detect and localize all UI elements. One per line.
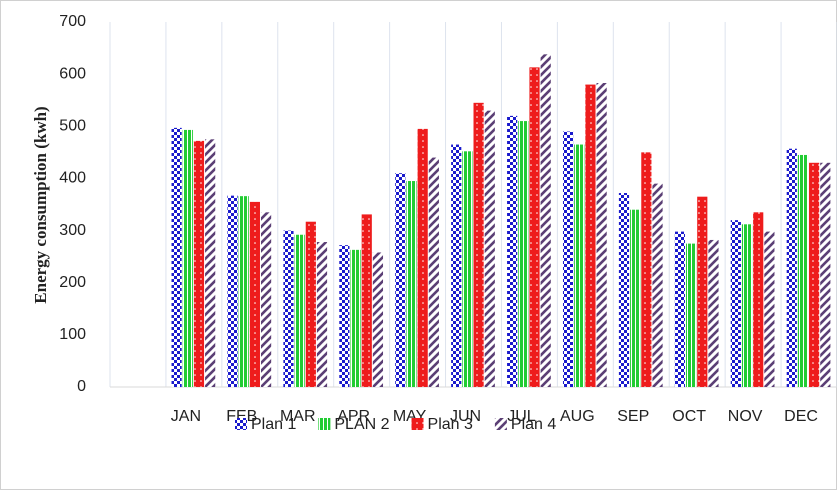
bar bbox=[193, 140, 205, 387]
bar bbox=[786, 148, 797, 387]
bar bbox=[260, 212, 272, 387]
legend-label: Plan 1 bbox=[251, 416, 296, 433]
bar bbox=[417, 128, 428, 387]
bar bbox=[339, 245, 350, 387]
legend-swatch bbox=[235, 418, 247, 430]
bar bbox=[562, 131, 574, 387]
bar bbox=[406, 181, 417, 387]
bar bbox=[249, 201, 260, 387]
bar bbox=[283, 230, 294, 387]
x-tick-label: OCT bbox=[672, 408, 706, 425]
bar bbox=[372, 252, 384, 387]
x-tick-label: JUN bbox=[450, 408, 481, 425]
bar bbox=[630, 209, 641, 387]
bar bbox=[585, 84, 596, 388]
bar bbox=[473, 102, 484, 388]
legend-label: Plan 3 bbox=[428, 416, 473, 433]
bar bbox=[641, 152, 652, 387]
y-tick-label: 300 bbox=[59, 222, 86, 239]
x-tick-label: NOV bbox=[728, 408, 763, 425]
bar bbox=[171, 127, 182, 387]
bar bbox=[674, 231, 686, 387]
bar bbox=[753, 212, 764, 387]
bar bbox=[809, 162, 820, 387]
bar bbox=[797, 154, 809, 387]
bar bbox=[361, 214, 372, 387]
bar bbox=[596, 83, 607, 387]
y-tick-label: 0 bbox=[77, 378, 86, 395]
x-tick-label: FEB bbox=[226, 408, 257, 425]
bar bbox=[574, 144, 585, 387]
bar bbox=[764, 231, 775, 387]
x-tick-label: APR bbox=[337, 408, 370, 425]
y-tick-label: 700 bbox=[59, 13, 86, 30]
bar bbox=[518, 121, 529, 388]
bar bbox=[294, 234, 305, 387]
legend-swatch bbox=[318, 418, 331, 430]
legend-label: PLAN 2 bbox=[334, 416, 389, 433]
bar bbox=[820, 162, 831, 387]
x-tick-label: DEC bbox=[784, 408, 818, 425]
y-tick-label: 200 bbox=[59, 274, 86, 291]
bar bbox=[730, 220, 741, 387]
bar bbox=[686, 243, 697, 387]
bar bbox=[428, 157, 439, 387]
legend-swatch bbox=[494, 418, 507, 430]
bar bbox=[529, 67, 540, 387]
y-tick-label: 600 bbox=[59, 65, 86, 82]
x-tick-label: SEP bbox=[617, 408, 649, 425]
bar bbox=[182, 129, 193, 387]
bar bbox=[305, 221, 316, 387]
bar bbox=[316, 242, 328, 387]
bar bbox=[697, 196, 708, 387]
y-tick-label: 400 bbox=[59, 170, 86, 187]
bar bbox=[350, 249, 361, 387]
bar bbox=[652, 183, 663, 387]
x-tick-label: MAR bbox=[280, 408, 316, 425]
bar bbox=[238, 196, 249, 387]
bar bbox=[708, 239, 719, 387]
legend-swatch bbox=[411, 418, 424, 430]
bar bbox=[205, 139, 216, 387]
bar bbox=[395, 173, 406, 387]
bar bbox=[462, 151, 473, 387]
bar bbox=[484, 110, 495, 388]
y-tick-label: 100 bbox=[59, 326, 86, 343]
y-tick-label: 500 bbox=[59, 118, 86, 135]
x-tick-label: JAN bbox=[171, 408, 201, 425]
bar bbox=[741, 224, 753, 387]
bar bbox=[451, 144, 462, 387]
bar bbox=[507, 115, 518, 387]
bar bbox=[618, 193, 630, 387]
x-tick-label: JUL bbox=[507, 408, 536, 425]
y-axis-label: Energy consumption (kwh) bbox=[31, 106, 50, 303]
bar bbox=[227, 195, 238, 387]
x-tick-label: AUG bbox=[560, 408, 595, 425]
legend-label: Plan 4 bbox=[511, 416, 556, 433]
bar bbox=[540, 54, 551, 387]
